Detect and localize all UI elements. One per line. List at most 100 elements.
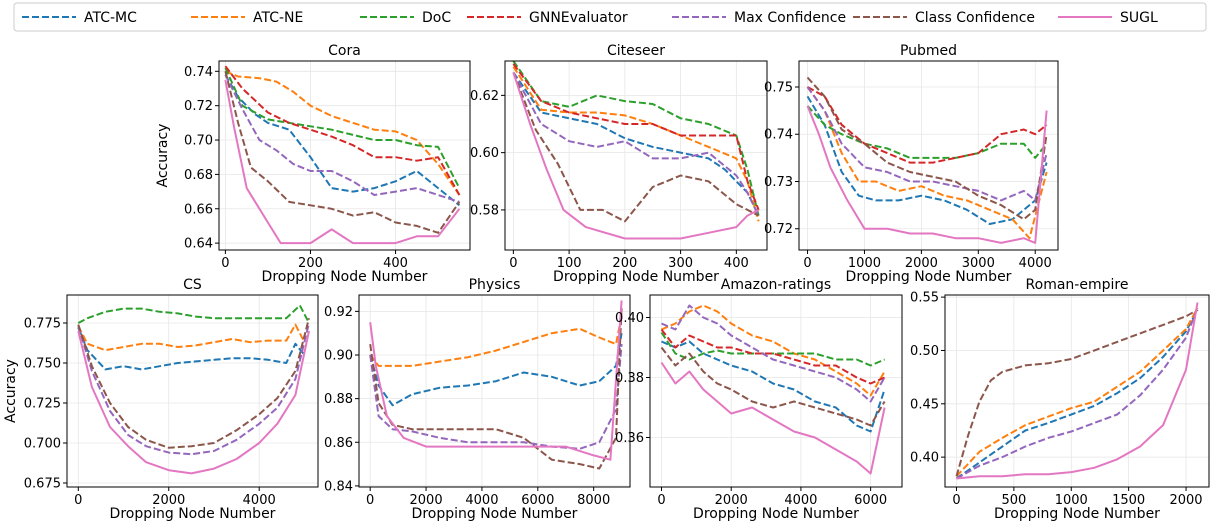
chart-title: Amazon-ratings bbox=[721, 277, 831, 293]
x-tick-label: 8000 bbox=[577, 493, 610, 508]
series-line-class-confidence bbox=[224, 71, 461, 234]
x-tick-label: 100 bbox=[557, 256, 582, 271]
chart-title: Pubmed bbox=[900, 43, 957, 59]
series-line-max-confidence bbox=[369, 344, 623, 450]
series-line-gnnevaluator bbox=[807, 86, 1048, 164]
series-group bbox=[512, 61, 760, 240]
y-tick-label: 0.55 bbox=[910, 291, 939, 306]
x-tick-label: 6000 bbox=[854, 493, 887, 508]
series-line-class-confidence bbox=[512, 72, 760, 223]
x-tick-label: 400 bbox=[724, 256, 749, 271]
grid bbox=[650, 295, 902, 487]
series-line-sugl bbox=[224, 79, 461, 245]
series-line-max-confidence bbox=[77, 322, 310, 456]
x-tick-label: 0 bbox=[221, 256, 229, 271]
plot-frame bbox=[218, 60, 471, 251]
x-tick-label: 200 bbox=[612, 256, 637, 271]
legend-entry-max-confidence: Max Confidence bbox=[672, 10, 846, 26]
y-tick-label: 0.40 bbox=[910, 451, 939, 466]
y-tick-label: 0.700 bbox=[24, 437, 61, 452]
series-line-atc-ne bbox=[955, 307, 1199, 477]
y-tick-label: 0.74 bbox=[764, 128, 793, 143]
grid bbox=[945, 295, 1209, 487]
y-axis-label: Accuracy bbox=[155, 124, 171, 188]
series-line-class-confidence bbox=[660, 346, 886, 427]
y-tick-label: 0.90 bbox=[324, 349, 353, 364]
panel-pubmed: 0 1000 2000 3000 4000 0.72 0.73 0.74 0.75 Pubmed D… bbox=[764, 43, 1059, 285]
plot-frame bbox=[66, 294, 319, 488]
y-tick-label: 0.75 bbox=[764, 80, 793, 95]
x-axis-label: Dropping Node Number bbox=[693, 506, 859, 522]
x-axis-label: Dropping Node Number bbox=[846, 269, 1012, 285]
series-line-doc bbox=[512, 61, 760, 216]
legend-label: DoC bbox=[422, 10, 451, 26]
series-line-atc-ne bbox=[806, 86, 1048, 240]
grid bbox=[67, 295, 318, 487]
y-tick-label: 0.36 bbox=[615, 431, 644, 446]
plot-frame bbox=[798, 60, 1059, 251]
legend-label: ATC-MC bbox=[84, 10, 137, 26]
series-line-sugl bbox=[512, 72, 760, 240]
series-line-atc-ne bbox=[77, 323, 306, 352]
series-line-class-confidence bbox=[806, 76, 1048, 221]
x-tick-label: 300 bbox=[668, 256, 693, 271]
x-axis-label: Dropping Node Number bbox=[262, 269, 428, 285]
legend-label: Max Confidence bbox=[734, 10, 846, 26]
legend-label: Class Confidence bbox=[915, 10, 1035, 26]
series-line-atc-mc bbox=[512, 71, 760, 217]
panel-citeseer: 0 100 200 300 400 0.58 0.60 0.62 Citeseer Droppin… bbox=[470, 43, 768, 285]
legend-entry-atc-ne: ATC-NE bbox=[191, 10, 303, 26]
panel-physics: 0 2000 4000 6000 8000 0.84 0.86 0.88 0.90 0.92 Phy… bbox=[324, 277, 631, 522]
series-group bbox=[955, 302, 1199, 480]
plot-frame bbox=[649, 294, 903, 488]
series-line-sugl bbox=[806, 105, 1048, 244]
series-line-atc-mc bbox=[955, 309, 1199, 480]
series-line-doc bbox=[806, 105, 1048, 159]
x-tick-label: 200 bbox=[298, 256, 323, 271]
y-tick-label: 0.72 bbox=[184, 99, 213, 114]
legend-label: ATC-NE bbox=[253, 10, 303, 26]
x-axis-label: Dropping Node Number bbox=[412, 506, 578, 522]
chart-title: Roman-empire bbox=[1026, 277, 1129, 293]
y-tick-label: 0.60 bbox=[470, 146, 499, 161]
legend-frame bbox=[13, 2, 1207, 32]
y-tick-label: 0.64 bbox=[184, 237, 213, 252]
x-tick-label: 0 bbox=[952, 493, 960, 508]
x-tick-label: 2000 bbox=[715, 493, 748, 508]
y-tick-label: 0.88 bbox=[324, 392, 353, 407]
series-line-sugl bbox=[369, 300, 623, 461]
legend-label: GNNEvaluator bbox=[529, 10, 628, 26]
series-line-doc bbox=[224, 67, 461, 189]
y-tick-label: 0.58 bbox=[470, 203, 499, 218]
grid bbox=[505, 61, 767, 250]
y-tick-label: 0.38 bbox=[615, 371, 644, 386]
x-tick-label: 2000 bbox=[905, 256, 938, 271]
chart-title: Physics bbox=[469, 277, 521, 293]
series-line-atc-mc bbox=[806, 95, 1048, 225]
series-group bbox=[806, 76, 1048, 244]
legend-label: SUGL bbox=[1120, 10, 1158, 26]
series-line-doc bbox=[77, 304, 310, 324]
series-line-class-confidence bbox=[955, 309, 1198, 477]
y-tick-label: 0.675 bbox=[24, 477, 61, 492]
x-tick-label: 1000 bbox=[848, 256, 881, 271]
x-tick-label: 400 bbox=[383, 256, 408, 271]
panels: 0 200 400 0.64 0.66 0.68 0.70 0.72 0.74 Cora Dropp… bbox=[3, 43, 1210, 522]
series-line-max-confidence bbox=[661, 304, 886, 403]
x-tick-label: 500 bbox=[1001, 493, 1026, 508]
plot-frame bbox=[944, 294, 1210, 488]
series-line-atc-mc bbox=[369, 333, 623, 407]
grid bbox=[219, 61, 470, 250]
legend-entry-doc: DoC bbox=[360, 10, 451, 26]
x-tick-label: 4000 bbox=[465, 493, 498, 508]
series-line-gnnevaluator bbox=[224, 65, 461, 196]
y-tick-label: 0.73 bbox=[764, 175, 793, 190]
x-tick-label: 2000 bbox=[1169, 493, 1202, 508]
series-line-max-confidence bbox=[956, 307, 1199, 480]
y-tick-label: 0.92 bbox=[324, 305, 353, 320]
x-tick-label: 2000 bbox=[410, 493, 443, 508]
legend-entry-atc-mc: ATC-MC bbox=[22, 10, 137, 26]
legend-entry-class-confidence: Class Confidence bbox=[853, 10, 1035, 26]
series-group bbox=[660, 304, 886, 475]
